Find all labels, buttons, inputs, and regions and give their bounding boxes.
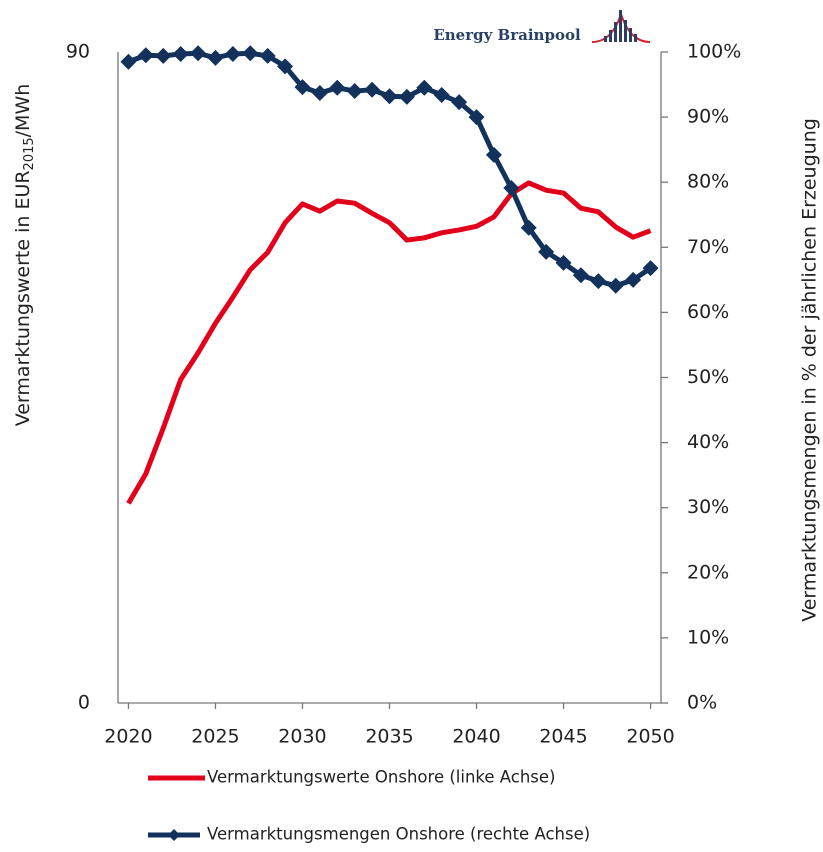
marker (642, 260, 659, 277)
legend-label: Vermarktungsmengen Onshore (rechte Achse… (207, 825, 590, 844)
marker (555, 254, 572, 271)
marker (259, 47, 276, 64)
marker (190, 45, 207, 62)
x-tick-label: 2025 (191, 726, 239, 748)
y2-tick-label: 50% (687, 366, 729, 388)
logo: Energy Brainpool (433, 10, 651, 44)
y-axis-label: Vermarktungswerte in EUR2015/MWh (12, 84, 37, 427)
marker (207, 49, 224, 66)
marker (242, 45, 259, 62)
marker (607, 277, 624, 294)
marker (503, 180, 520, 197)
y2-tick-label: 100% (687, 41, 741, 63)
marker (398, 88, 415, 105)
marker (277, 58, 294, 75)
x-tick-label: 2030 (278, 726, 326, 748)
marker (311, 85, 328, 102)
x-tick-label: 2050 (626, 726, 674, 748)
y-tick-label: 90 (66, 41, 90, 63)
legend-label: Vermarktungswerte Onshore (linke Achse) (207, 768, 555, 787)
marker (224, 45, 241, 62)
y-label-sub: 2015 (22, 137, 37, 170)
y2-tick-label: 30% (687, 496, 729, 518)
marker (329, 79, 346, 96)
marker (346, 83, 363, 100)
x-tick-label: 2040 (452, 726, 500, 748)
logo-bars (604, 10, 637, 42)
marker (520, 219, 537, 236)
y-label-part: Vermarktungswerte in EUR (12, 170, 34, 426)
y2-tick-label: 90% (687, 106, 729, 128)
marker (451, 94, 468, 111)
marker (433, 86, 450, 103)
y2-tick-label: 40% (687, 431, 729, 453)
marker (137, 47, 154, 64)
marker (416, 79, 433, 96)
marker (381, 88, 398, 105)
marker (485, 146, 502, 163)
marker (172, 45, 189, 62)
marker (155, 47, 172, 64)
series-line (127, 50, 652, 289)
x-tick-label: 2035 (365, 726, 413, 748)
x-tick-label: 2020 (104, 726, 152, 748)
marker (294, 79, 311, 96)
y2-tick-label: 20% (687, 561, 729, 583)
y2-tick-label: 70% (687, 236, 729, 258)
y-tick-label: 0 (78, 692, 90, 714)
marker (590, 273, 607, 290)
marker (538, 243, 555, 260)
series-line (126, 180, 652, 505)
marker (572, 267, 589, 284)
y2-tick-label: 10% (687, 626, 729, 648)
y2-tick-label: 80% (687, 171, 729, 193)
marker (120, 53, 137, 70)
y2-tick-label: 60% (687, 301, 729, 323)
marker (364, 81, 381, 98)
y-label-part: /MWh (12, 84, 34, 138)
x-tick-label: 2045 (539, 726, 587, 748)
brand: Energy Brainpool (433, 26, 581, 44)
marker (625, 271, 642, 288)
legend-marker (168, 829, 180, 841)
y2-tick-label: 0% (687, 692, 717, 714)
y2-axis-label: Vermarktungsmengen in % der jährlichen E… (799, 118, 821, 622)
marker (468, 109, 485, 126)
